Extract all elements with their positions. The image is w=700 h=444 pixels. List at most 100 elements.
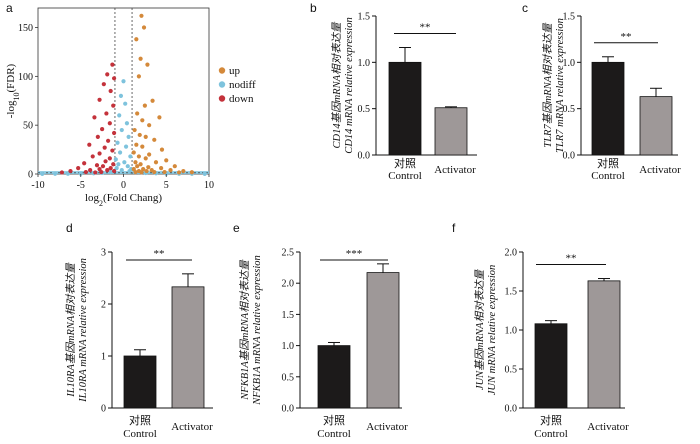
up-point-30 [159, 166, 164, 171]
y-axis-label: -log10(FDR) [5, 63, 21, 118]
down-point-7 [104, 111, 109, 116]
up-point-21 [136, 154, 141, 159]
up-point-12 [132, 127, 137, 133]
down-point-6 [111, 103, 116, 108]
up-point-37 [181, 168, 186, 174]
up-point-27 [172, 164, 177, 169]
up-point-24 [133, 160, 138, 165]
y-tick-label: 0.5 [505, 365, 518, 376]
down-point-9 [107, 121, 112, 126]
down-point-28 [88, 167, 93, 173]
up-point-1 [141, 25, 147, 30]
up-point-16 [134, 142, 139, 147]
up-point-0 [139, 13, 144, 18]
control-bar [317, 345, 351, 409]
category-label-activator: Activator [366, 421, 408, 433]
up-point-5 [136, 74, 141, 79]
y-axis-label-part: (FDR) [5, 63, 17, 92]
nodiff-point-25 [78, 171, 83, 176]
nodiff-point-15 [114, 166, 119, 171]
up-point-6 [150, 98, 155, 103]
y-tick-label: 50 [23, 121, 33, 132]
up-point-41 [189, 170, 194, 175]
up-point-8 [135, 111, 140, 116]
legend-label-up: up [229, 65, 241, 77]
down-point-29 [105, 167, 110, 173]
x-tick-label: 0 [121, 180, 126, 191]
up-point-4 [145, 62, 150, 67]
up-point-36 [144, 168, 149, 174]
y-axis-label-cn: TLR7基因mRNA相对表达量 [542, 22, 554, 148]
panel-label-b: b [310, 1, 317, 15]
activator-bar [366, 272, 400, 409]
down-point-26 [108, 166, 113, 171]
nodiff-point-7 [115, 140, 120, 145]
y-tick-label: 1.5 [358, 12, 371, 23]
up-point-34 [168, 167, 173, 173]
significance-label: ** [621, 31, 632, 43]
y-tick-label: 0.5 [358, 104, 371, 115]
category-label-control-cn: 对照 [394, 156, 416, 170]
up-point-23 [164, 158, 169, 163]
down-point-8 [92, 115, 97, 120]
down-point-10 [100, 126, 105, 132]
up-point-11 [147, 123, 152, 128]
y-tick-label: 0 [28, 170, 33, 181]
up-point-9 [140, 118, 145, 123]
down-point-12 [95, 134, 100, 139]
down-point-0 [110, 62, 115, 67]
up-point-18 [159, 147, 165, 152]
nodiff-point-12 [122, 160, 127, 165]
nodiff-point-13 [116, 162, 121, 167]
nodiff-point-2 [123, 101, 128, 106]
x-tick-label: -10 [31, 180, 44, 191]
y-tick-label: 0.0 [563, 151, 576, 162]
activator-bar [639, 96, 673, 156]
up-point-13 [137, 132, 142, 138]
nodiff-point-31 [40, 171, 45, 177]
control-bar [534, 323, 568, 409]
category-label-control-cn: 对照 [129, 413, 151, 427]
down-point-18 [90, 154, 95, 159]
up-point-7 [142, 103, 147, 108]
y-axis-label-part: -log [5, 100, 17, 118]
up-point-22 [143, 156, 148, 161]
significance-label: *** [346, 248, 363, 260]
down-point-11 [111, 130, 117, 136]
y-axis-label-cn: NFKB1A基因mRNA相对表达量 [239, 259, 251, 401]
y-tick-label: 2.5 [282, 248, 295, 259]
down-point-4 [108, 88, 113, 94]
y-tick-label: 1.0 [282, 341, 295, 352]
significance-label: ** [566, 253, 577, 265]
down-point-31 [111, 168, 117, 174]
up-point-2 [134, 37, 139, 42]
legend-label-nodiff: nodiff [229, 79, 256, 91]
y-axis-label-en: IL10RA mRNA relative expression [78, 258, 89, 403]
up-point-10 [157, 115, 162, 120]
y-tick-label: 1.5 [563, 12, 576, 23]
up-point-32 [141, 167, 146, 172]
down-point-17 [97, 151, 102, 156]
y-tick-label: 2.0 [505, 248, 518, 259]
y-tick-label: 0.0 [282, 404, 295, 415]
nodiff-point-32 [202, 171, 207, 177]
y-tick-label: 1.0 [505, 326, 518, 337]
panel-label-f: f [452, 221, 456, 235]
down-point-32 [99, 169, 104, 175]
down-point-16 [110, 148, 115, 153]
down-point-1 [105, 72, 110, 77]
up-point-25 [153, 160, 159, 165]
y-axis-label-cn: JUN基因mRNA相对表达量 [474, 268, 486, 390]
y-tick-label: 1.5 [282, 310, 295, 321]
y-axis-label-en: NFKB1A mRNA relative expression [252, 255, 263, 406]
y-tick-label: 2 [101, 300, 106, 311]
y-tick-label: 0.5 [563, 104, 576, 115]
nodiff-point-27 [65, 171, 71, 176]
y-tick-label: 0 [101, 404, 106, 415]
legend-marker-up [218, 67, 226, 74]
y-tick-label: 1.0 [358, 58, 371, 69]
y-tick-label: 1.5 [505, 287, 518, 298]
panel-label-e: e [233, 221, 240, 235]
nodiff-point-1 [118, 93, 124, 98]
